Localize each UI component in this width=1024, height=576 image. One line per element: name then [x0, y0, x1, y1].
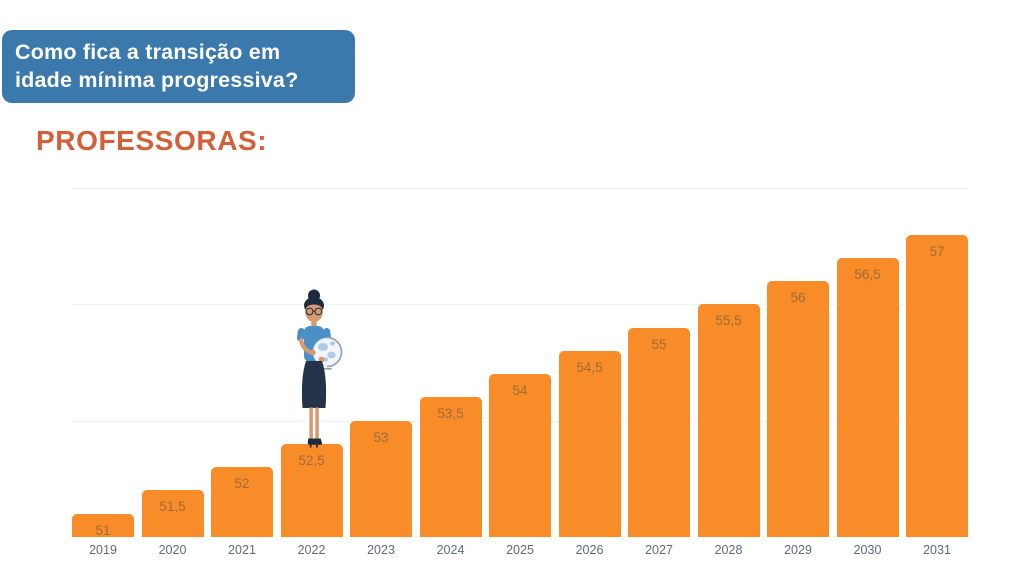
question-line2: idade mínima progressiva? [15, 68, 299, 92]
shoe-right-heel [316, 444, 318, 448]
shoe-left-heel [309, 444, 312, 448]
bar-value-label: 51 [95, 522, 111, 538]
bar-2021: 52 [211, 467, 273, 537]
bar-2030: 56,5 [836, 257, 899, 537]
bar-value-label: 53 [373, 429, 389, 445]
bar-2027: 55 [628, 327, 690, 537]
bar-value-label: 55,5 [715, 313, 742, 329]
bar-value-label: 52,5 [298, 452, 325, 468]
hair-fringe [305, 300, 323, 310]
neck [311, 320, 317, 327]
bar-value-label: 56 [790, 290, 806, 306]
x-axis-label: 2022 [297, 543, 326, 557]
face [305, 302, 323, 322]
bar-2025: 54 [489, 374, 551, 537]
x-axis-label: 2024 [436, 543, 465, 557]
leg-left [309, 407, 313, 440]
bar-2028: 55,5 [697, 304, 760, 537]
skirt [301, 361, 327, 408]
bar-value-label: 51,5 [159, 499, 186, 515]
bar-value-label: 55 [651, 336, 667, 352]
bar-value-label: 56,5 [854, 266, 881, 282]
bar-2022: 52,5 [280, 443, 343, 537]
section-title: PROFESSORAS: [36, 125, 268, 156]
x-axis-label: 2026 [575, 543, 604, 557]
x-axis-label: 2027 [645, 543, 673, 557]
x-axis-label: 2025 [506, 543, 534, 557]
bar-2023: 53 [350, 420, 412, 537]
plot-area: 51 51,5 52 52,5 53 53,5 54 54,5 55 55,5 56 56,5 57 [72, 188, 968, 538]
bar-2031: 57 [906, 234, 968, 537]
x-axis-label: 2031 [923, 543, 951, 557]
bar-value-label: 57 [929, 243, 945, 259]
globe-continent [327, 351, 336, 359]
x-axis-label: 2030 [853, 543, 882, 557]
bar-2020: 51,5 [141, 490, 204, 537]
glasses-icon [305, 307, 323, 316]
gridline [72, 188, 968, 189]
x-axis-label: 2021 [228, 543, 256, 557]
hand-right [318, 356, 325, 363]
globe-stand [326, 336, 343, 368]
hand-left [309, 349, 316, 356]
x-axis-label: 2029 [784, 543, 812, 557]
teacher-with-globe-illustration [296, 289, 343, 448]
bar-2029: 56 [767, 281, 829, 537]
x-axis-label: 2019 [89, 543, 117, 557]
bar-2024: 53,5 [419, 397, 482, 537]
globe-continent [318, 343, 328, 351]
shirt-sleeve-left [296, 328, 305, 342]
bar-value-label: 53,5 [437, 406, 464, 422]
x-axis-labels: 2019 2020 2021 2022 2023 2024 2025 2026 2027 2028… [72, 543, 968, 557]
bar-value-label: 54,5 [576, 359, 603, 375]
leg-right [315, 407, 319, 440]
gridline [72, 304, 968, 306]
bar-2019: 51 [72, 513, 134, 538]
x-axis-label: 2028 [714, 543, 743, 557]
question-line1: Como fica a transição em [15, 40, 281, 64]
bar-value-label: 54 [512, 383, 528, 399]
globe-continent [329, 341, 336, 346]
x-axis-label: 2023 [367, 543, 395, 557]
shoe-right [313, 438, 323, 445]
question-banner: Como fica a transição em idade mínima pr… [2, 30, 355, 103]
bar-value-label: 52 [234, 476, 250, 492]
x-axis-label: 2020 [158, 543, 187, 557]
bar-2026: 54,5 [558, 350, 621, 537]
bars-row: 51 51,5 52 52,5 53 53,5 54 54,5 55 55,5 56 56,5 57 [72, 188, 968, 538]
